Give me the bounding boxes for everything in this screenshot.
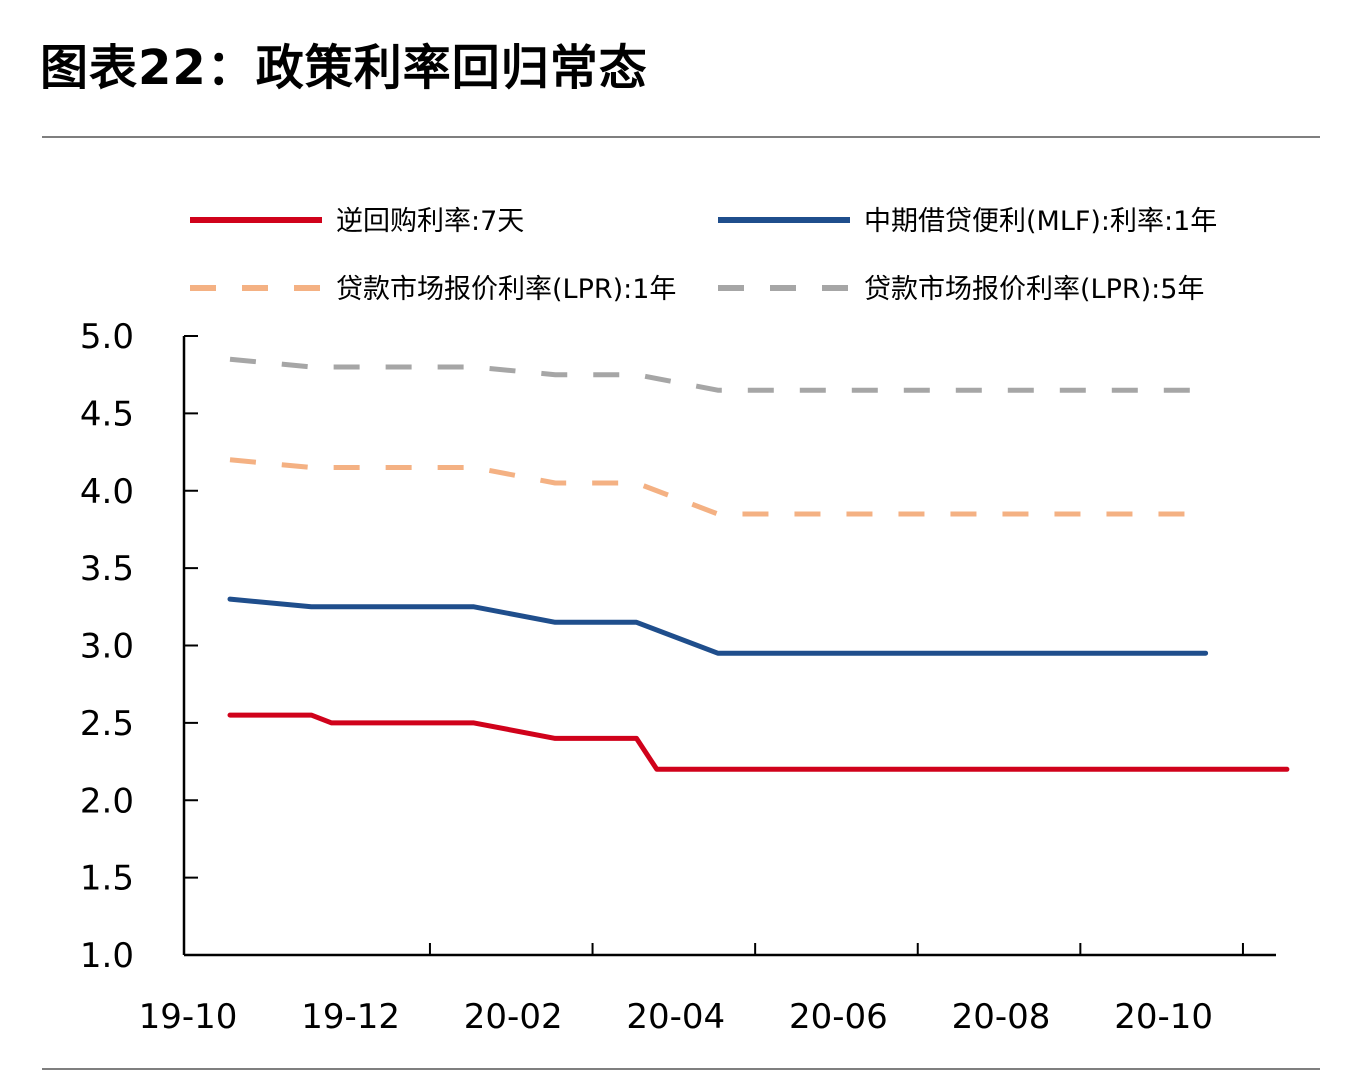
bottom-divider [42,1068,1320,1070]
series-layer [227,356,1290,772]
y-tick-label: 4.0 [80,472,134,512]
x-tick-label: 20-10 [1114,997,1213,1037]
y-tick-label: 5.0 [80,317,134,357]
y-tick-label: 3.0 [80,627,134,667]
y-tick-label: 1.0 [80,936,134,976]
series-line-1 [227,712,1290,772]
y-tick-label: 2.5 [80,704,134,744]
y-tick-label: 1.5 [80,859,134,899]
y-tick-label: 3.5 [80,549,134,589]
top-divider [42,136,1320,138]
legend-label-1: 逆回购利率:7天 [336,206,524,237]
y-tick-label: 4.5 [80,394,134,434]
x-tick-label: 19-10 [139,997,238,1037]
legend-label-4: 贷款市场报价利率(LPR):5年 [864,274,1204,305]
x-tick-label: 20-02 [464,997,563,1037]
x-tick-label: 19-12 [301,997,400,1037]
series-line-2 [227,596,1209,656]
legend-label-2: 中期借贷便利(MLF):利率:1年 [864,206,1217,237]
x-tick-label: 20-04 [626,997,725,1037]
legend-label-3: 贷款市场报价利率(LPR):1年 [336,274,676,305]
series-line-4 [229,356,1206,393]
x-tick-label: 20-08 [952,997,1051,1037]
figure-title: 图表22：政策利率回归常态 [40,40,648,96]
y-tick-label: 2.0 [80,781,134,821]
chart-legend: 逆回购利率:7天 中期借贷便利(MLF):利率:1年贷款市场报价利率(LPR):1… [190,206,1217,305]
chart-axes: 5.0 4.5 4.0 3.5 3.0 2.5 2.0 1.5 1.019-10 19-12 20-… [80,317,1276,1037]
x-tick-label: 20-06 [789,997,888,1037]
series-line-3 [229,457,1206,517]
